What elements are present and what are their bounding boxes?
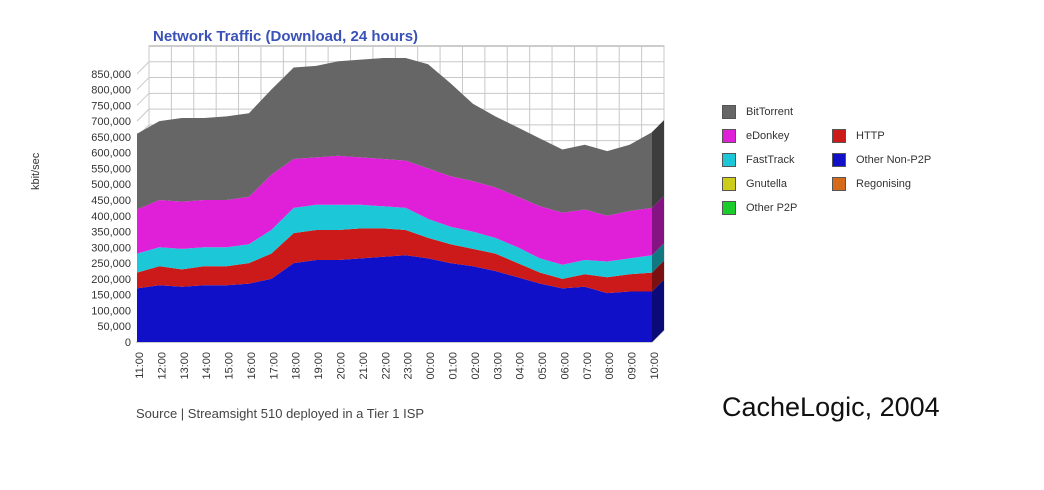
x-tick-label: 12:00 — [156, 352, 168, 380]
legend-item: Other Non-P2P — [832, 153, 931, 167]
x-tick-label: 15:00 — [224, 352, 236, 380]
x-tick-label: 08:00 — [604, 352, 616, 380]
y-tick-label: 700,000 — [91, 116, 131, 128]
legend-label: FastTrack — [746, 154, 795, 166]
legend-item: Regonising — [832, 177, 911, 191]
grid-line-y-depth — [136, 61, 150, 75]
depth-face-other-non-p2p — [652, 279, 664, 342]
legend-swatch — [722, 177, 736, 191]
y-tick-label: 250,000 — [91, 258, 131, 270]
x-tick-label: 16:00 — [246, 352, 258, 380]
area-series-http — [137, 228, 652, 294]
y-tick-label: 800,000 — [91, 85, 131, 97]
legend-label: eDonkey — [746, 130, 790, 142]
x-tick-label: 13:00 — [179, 352, 191, 380]
depth-face-edonkey — [652, 195, 664, 256]
x-tick-labels: 11:00 12:00 13:00 14:00 15:00 16:00 17:00 18:00… — [134, 352, 661, 380]
legend-label: Regonising — [856, 178, 912, 190]
credit-label: CacheLogic, 2004 — [722, 392, 940, 422]
legend-item: Other P2P — [722, 201, 797, 215]
legend-swatch — [832, 129, 846, 143]
area-series-fasttrack — [137, 204, 652, 279]
x-tick-label: 07:00 — [582, 352, 594, 380]
depth-face-http — [652, 260, 664, 292]
y-tick-label: 850,000 — [91, 69, 131, 81]
x-tick-label: 21:00 — [358, 352, 370, 380]
y-tick-label: 500,000 — [91, 179, 131, 191]
legend-item: HTTP — [832, 129, 885, 143]
y-tick-labels: 0 50,000 100,000 150,000 200,000 250,000 300,0… — [91, 69, 131, 349]
plot-areas — [137, 58, 652, 342]
x-tick-label: 02:00 — [470, 352, 482, 380]
grid-line-y-depth — [136, 108, 150, 122]
legend-label: HTTP — [856, 130, 885, 142]
chart-title: Network Traffic (Download, 24 hours) — [153, 28, 419, 45]
x-tick-label: 10:00 — [649, 352, 661, 380]
y-tick-label: 200,000 — [91, 274, 131, 286]
y-tick-label: 400,000 — [91, 211, 131, 223]
legend-swatch — [832, 177, 846, 191]
y-tick-label: 100,000 — [91, 305, 131, 317]
x-tick-label: 04:00 — [515, 352, 527, 380]
legend-label: BitTorrent — [746, 106, 794, 118]
legend-item: eDonkey — [722, 129, 789, 143]
plot-depth-face — [652, 120, 664, 342]
grid-line-y-depth — [136, 77, 150, 90]
x-tick-label: 18:00 — [291, 352, 303, 380]
y-tick-label: 550,000 — [91, 163, 131, 175]
x-tick-label: 09:00 — [627, 352, 639, 380]
x-tick-label: 05:00 — [537, 352, 549, 380]
y-tick-label: 450,000 — [91, 195, 131, 207]
y-tick-label: 600,000 — [91, 148, 131, 160]
y-tick-label: 50,000 — [97, 321, 131, 333]
area-series-other-non-p2p — [137, 255, 652, 342]
area-series-edonkey — [137, 155, 652, 265]
legend-swatch — [832, 153, 846, 167]
grid-line-y-depth — [136, 92, 150, 106]
y-tick-label: 0 — [125, 337, 131, 349]
legend-swatch — [722, 153, 736, 167]
x-tick-label: 03:00 — [492, 352, 504, 380]
legend-item: Gnutella — [722, 177, 787, 191]
x-tick-label: 17:00 — [268, 352, 280, 380]
legend-item: BitTorrent — [722, 105, 793, 119]
legend-swatch — [722, 129, 736, 143]
source-note: Source | Streamsight 510 deployed in a T… — [136, 406, 425, 421]
x-tick-label: 19:00 — [313, 352, 325, 380]
legend-label: Other P2P — [746, 202, 798, 214]
depth-face-bittorrent — [652, 120, 664, 208]
legend-item: FastTrack — [722, 153, 795, 167]
y-tick-label: 750,000 — [91, 100, 131, 112]
legend: BitTorrent eDonkey FastTrack Gnutella Other … — [722, 105, 962, 225]
legend-label: Gnutella — [746, 178, 787, 190]
x-tick-label: 20:00 — [336, 352, 348, 380]
legend-swatch — [722, 201, 736, 215]
x-tick-label: 01:00 — [447, 352, 459, 380]
x-tick-label: 22:00 — [380, 352, 392, 380]
x-tick-label: 06:00 — [559, 352, 571, 380]
y-tick-label: 300,000 — [91, 242, 131, 254]
x-tick-label: 14:00 — [201, 352, 213, 380]
area-series-bittorrent — [137, 58, 652, 216]
legend-label: Other Non-P2P — [856, 154, 932, 166]
x-tick-label: 00:00 — [425, 352, 437, 380]
y-tick-label: 150,000 — [91, 290, 131, 302]
depth-face-fasttrack — [652, 243, 664, 273]
x-tick-label: 11:00 — [134, 352, 146, 379]
y-tick-label: 650,000 — [91, 132, 131, 144]
y-tick-label: 350,000 — [91, 227, 131, 239]
x-tick-label: 23:00 — [403, 352, 415, 380]
legend-swatch — [722, 105, 736, 119]
